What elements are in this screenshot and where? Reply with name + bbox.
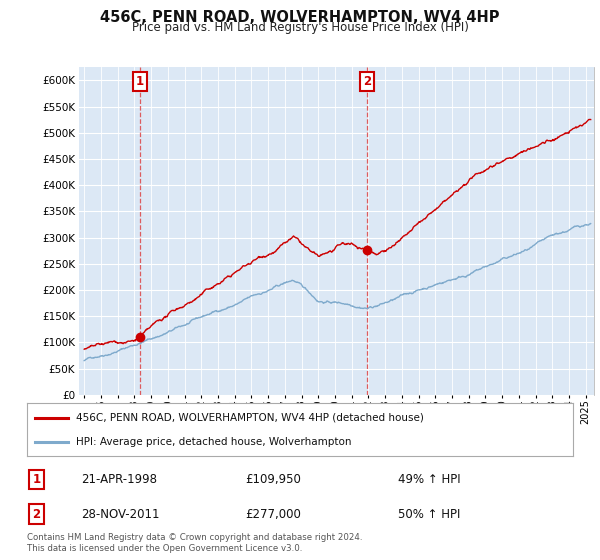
Text: 2: 2 bbox=[363, 76, 371, 88]
Text: 1: 1 bbox=[32, 473, 41, 486]
Text: 50% ↑ HPI: 50% ↑ HPI bbox=[398, 508, 461, 521]
Text: 1: 1 bbox=[136, 76, 143, 88]
Text: 21-APR-1998: 21-APR-1998 bbox=[82, 473, 158, 486]
Text: 2: 2 bbox=[32, 508, 41, 521]
Text: HPI: Average price, detached house, Wolverhampton: HPI: Average price, detached house, Wolv… bbox=[76, 437, 352, 447]
Text: Contains HM Land Registry data © Crown copyright and database right 2024.
This d: Contains HM Land Registry data © Crown c… bbox=[27, 533, 362, 553]
Text: £109,950: £109,950 bbox=[245, 473, 301, 486]
Text: 456C, PENN ROAD, WOLVERHAMPTON, WV4 4HP: 456C, PENN ROAD, WOLVERHAMPTON, WV4 4HP bbox=[100, 10, 500, 25]
Text: 456C, PENN ROAD, WOLVERHAMPTON, WV4 4HP (detached house): 456C, PENN ROAD, WOLVERHAMPTON, WV4 4HP … bbox=[76, 413, 424, 423]
Text: 49% ↑ HPI: 49% ↑ HPI bbox=[398, 473, 461, 486]
Text: Price paid vs. HM Land Registry's House Price Index (HPI): Price paid vs. HM Land Registry's House … bbox=[131, 21, 469, 34]
Text: £277,000: £277,000 bbox=[245, 508, 301, 521]
Text: 28-NOV-2011: 28-NOV-2011 bbox=[82, 508, 160, 521]
